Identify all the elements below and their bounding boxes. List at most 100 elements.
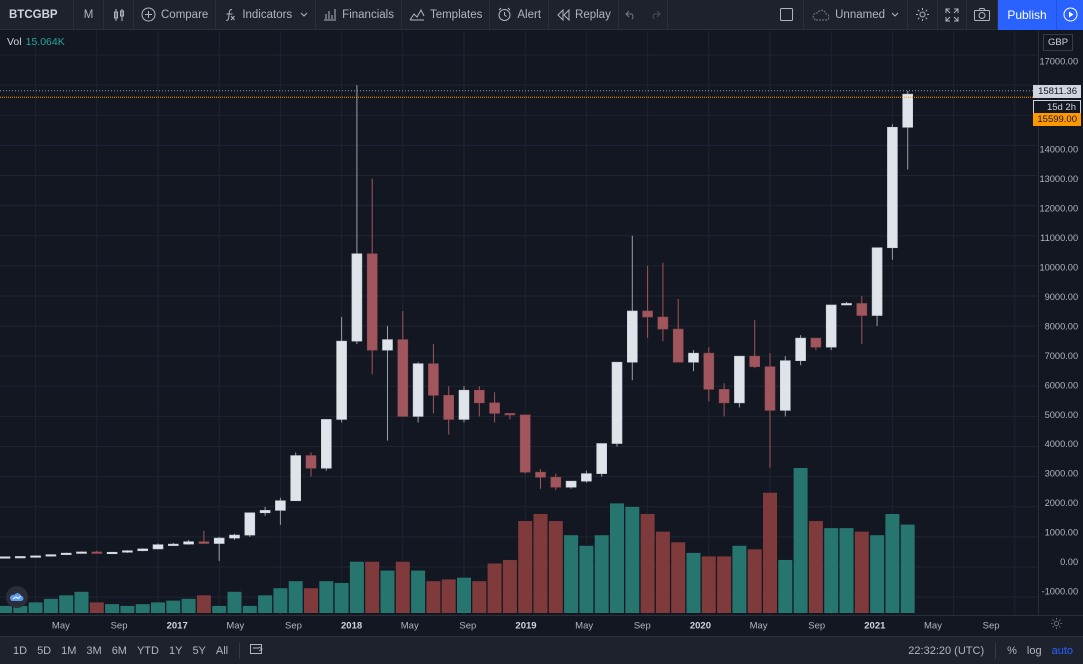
range-button-1y[interactable]: 1Y	[168, 644, 183, 657]
candle	[458, 386, 470, 423]
candle-body	[810, 337, 822, 348]
alert-button[interactable]: Alert	[490, 0, 550, 30]
fullscreen-layout-button[interactable]	[770, 0, 805, 30]
replay-button[interactable]: Replay	[549, 0, 619, 30]
gear-icon	[1050, 617, 1063, 630]
tradingview-logo[interactable]	[6, 586, 28, 608]
range-button-ytd[interactable]: YTD	[136, 644, 159, 657]
camera-icon	[974, 8, 990, 21]
price-tick-label: 2000.00	[1045, 498, 1079, 508]
volume-bar	[686, 552, 701, 613]
time-tick-label: May	[575, 620, 593, 631]
templates-button[interactable]: Templates	[402, 0, 491, 30]
volume-bar	[105, 604, 120, 613]
candle	[596, 443, 608, 477]
expand-icon	[945, 8, 959, 21]
candle-body	[504, 413, 516, 416]
percent-toggle[interactable]: %	[1007, 644, 1017, 657]
candle-body	[841, 303, 852, 306]
candle	[611, 361, 623, 447]
volume-bar	[365, 561, 380, 613]
candle-body	[473, 389, 485, 404]
alert-label: Alert	[517, 8, 542, 21]
price-tick-label: 8000.00	[1045, 321, 1079, 331]
goto-date-button[interactable]	[246, 643, 268, 658]
time-scale[interactable]: May Sep 2017 May Sep 2018 May Sep 2019 May Sep 2020…	[0, 615, 1083, 635]
volume-bar	[732, 545, 747, 613]
candle	[259, 506, 271, 516]
range-button-6m[interactable]: 6M	[111, 644, 127, 657]
currency-badge[interactable]: GBP	[1043, 34, 1074, 51]
range-button-5y[interactable]: 5Y	[192, 644, 206, 657]
redo-icon	[652, 10, 661, 19]
candle	[856, 295, 868, 345]
range-button-all[interactable]: All	[215, 644, 229, 657]
time-tick-label: Sep	[808, 620, 825, 631]
price-scale[interactable]: 17000.0016000.0015000.0014000.0013000.00…	[1038, 31, 1083, 615]
publish-button[interactable]: Publish	[998, 0, 1056, 30]
volume-bar	[610, 503, 624, 613]
bottom-toolbar: 1D 5D 1M 3M 6M YTD 1Y 5Y All 22:32:20 (UTC) % lo…	[0, 636, 1083, 664]
candle-body	[672, 328, 684, 363]
price-chart[interactable]	[0, 31, 1038, 615]
rewind-icon	[557, 8, 570, 21]
range-button-1m[interactable]: 1M	[61, 644, 77, 657]
price-tick-label: 6000.00	[1045, 380, 1079, 390]
volume-bar	[747, 549, 762, 613]
auto-toggle[interactable]: auto	[1051, 644, 1073, 657]
range-button-1d[interactable]: 1D	[13, 644, 28, 657]
time-tick-label: 2020	[690, 620, 711, 631]
price-tick-label: 9000.00	[1045, 292, 1079, 302]
indicators-button[interactable]: Indicators	[216, 0, 317, 30]
candle-body	[642, 310, 653, 318]
volume-bar	[625, 506, 640, 613]
volume-bar	[288, 581, 303, 613]
candle	[229, 533, 240, 540]
candle	[397, 311, 409, 417]
volume-bar	[380, 570, 395, 613]
time-scale-settings[interactable]	[1050, 617, 1063, 633]
settings-button[interactable]	[908, 0, 938, 30]
volume-bar	[349, 561, 364, 613]
candle	[810, 337, 822, 351]
last-price-label: 15811.36	[1033, 85, 1081, 98]
cloud-logo-icon	[10, 593, 24, 601]
candle	[106, 551, 118, 555]
snapshot-button[interactable]	[967, 0, 998, 30]
log-toggle[interactable]: log	[1026, 644, 1042, 657]
time-tick-label: Sep	[111, 620, 128, 631]
compare-button[interactable]: Compare	[134, 0, 217, 30]
range-button-3m[interactable]: 3M	[86, 644, 102, 657]
time-tick-label: 2018	[341, 620, 362, 631]
candle-body	[550, 476, 562, 488]
candle	[489, 392, 500, 423]
time-tick-label: Sep	[983, 620, 1000, 631]
volume-bar	[181, 598, 196, 613]
candle	[841, 301, 852, 306]
candle-body	[596, 443, 608, 474]
symbol-search[interactable]: BTCGBP	[0, 0, 74, 30]
interval-button[interactable]: M	[74, 0, 104, 30]
layout-name-button[interactable]: Unnamed	[804, 0, 908, 30]
volume-bar	[196, 595, 211, 613]
candle	[305, 452, 317, 477]
compare-label: Compare	[161, 8, 209, 21]
volume-bar	[457, 577, 471, 613]
volume-bar	[533, 513, 548, 613]
fullscreen-button[interactable]	[938, 0, 967, 30]
undo-button[interactable]	[619, 0, 643, 30]
volume-bar	[579, 545, 594, 613]
candle-body	[106, 551, 118, 555]
chart-type-button[interactable]	[104, 0, 134, 30]
candle-body	[275, 500, 286, 511]
price-tick-label: 13000.00	[1039, 174, 1078, 184]
stream-button[interactable]	[1056, 0, 1083, 30]
candle	[749, 320, 761, 369]
candle	[213, 536, 225, 561]
redo-button[interactable]	[643, 0, 668, 30]
candle-body	[611, 361, 623, 444]
volume-bar	[227, 591, 242, 613]
range-button-5d[interactable]: 5D	[37, 644, 52, 657]
financials-button[interactable]: Financials	[316, 0, 402, 30]
clock-timezone[interactable]: 22:32:20 (UTC)	[908, 644, 985, 657]
